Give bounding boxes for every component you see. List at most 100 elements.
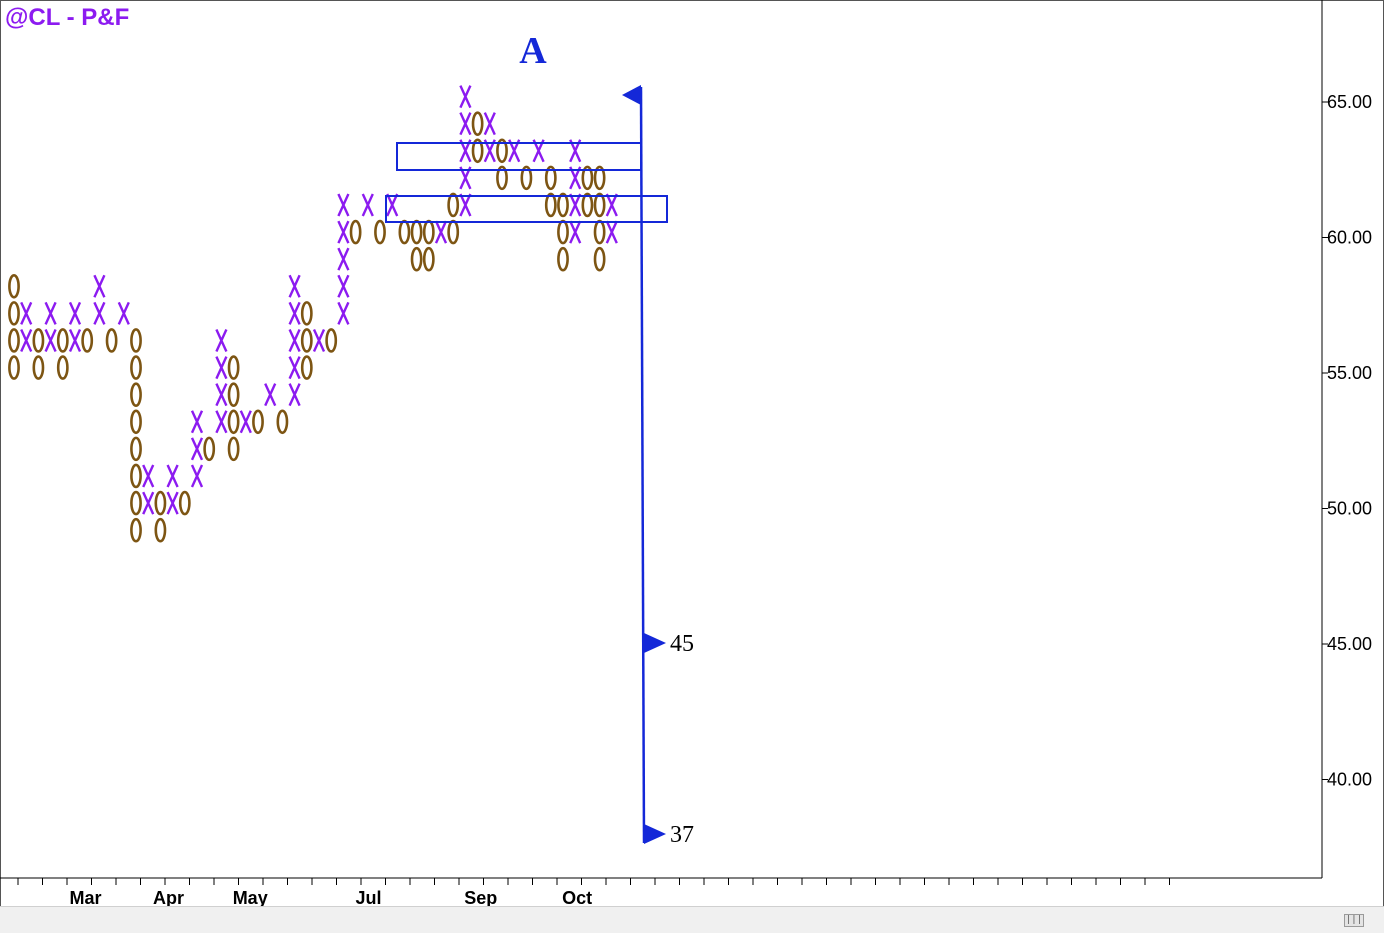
- x-month-label: Oct: [562, 888, 592, 906]
- y-tick-label: 40.00: [1327, 770, 1372, 790]
- target-label: 45: [670, 631, 694, 657]
- pnf-o-box: [496, 165, 508, 191]
- pnf-o-box: [544, 165, 557, 191]
- pnf-o-box: [227, 436, 240, 462]
- pnf-x-box: [215, 410, 228, 434]
- pnf-x-box: [166, 491, 179, 515]
- pnf-o-box: [581, 165, 594, 191]
- x-month-label: May: [233, 888, 268, 906]
- pnf-x-box: [190, 410, 204, 434]
- horizontal-scrollbar[interactable]: |||: [0, 906, 1384, 933]
- pnf-x-box: [288, 274, 301, 298]
- pnf-x-box: [434, 220, 448, 244]
- pnf-o-box: [32, 328, 45, 353]
- pnf-o-box: [410, 246, 423, 272]
- pnf-x-box: [337, 247, 350, 271]
- pnf-x-box: [337, 274, 350, 298]
- pnf-x-box: [264, 383, 277, 407]
- pnf-x-box: [483, 112, 496, 136]
- pnf-x-box: [93, 274, 106, 298]
- pnf-x-box: [68, 301, 82, 325]
- pnf-o-box: [227, 382, 240, 407]
- y-tick-label: 65.00: [1327, 92, 1372, 112]
- pnf-o-box: [520, 165, 533, 191]
- pnf-o-box: [8, 355, 20, 380]
- x-month-label: Mar: [69, 888, 101, 906]
- pnf-o-box: [56, 355, 69, 380]
- pnf-o-box: [130, 409, 142, 435]
- pnf-x-box: [459, 85, 472, 109]
- congestion-box-upper: [396, 142, 642, 171]
- pnf-o-box: [496, 138, 508, 164]
- pnf-o-box: [557, 246, 569, 272]
- annotation-label-a: A: [519, 30, 547, 72]
- pnf-o-box: [300, 301, 313, 326]
- pnf-x-box: [312, 328, 326, 352]
- pnf-o-box: [593, 165, 606, 191]
- target-flag: [644, 633, 666, 653]
- pnf-o-box: [544, 192, 557, 218]
- pnf-x-box: [68, 328, 82, 352]
- x-month-label: Sep: [464, 888, 497, 906]
- pnf-x-box: [361, 193, 374, 217]
- pnf-x-box: [459, 112, 472, 136]
- scroll-thumb[interactable]: |||: [1344, 914, 1364, 927]
- pnf-x-box: [190, 464, 204, 488]
- pnf-o-box: [154, 490, 167, 516]
- pnf-o-box: [374, 219, 386, 245]
- pnf-x-box: [190, 437, 204, 461]
- pnf-o-box: [300, 328, 313, 353]
- pnf-x-box: [288, 356, 301, 380]
- pnf-x-box: [142, 464, 155, 488]
- y-tick-label: 50.00: [1327, 499, 1372, 519]
- x-month-label: Apr: [153, 888, 184, 906]
- chart-title: @CL - P&F: [5, 4, 130, 31]
- y-tick-label: 55.00: [1327, 363, 1372, 383]
- pnf-o-box: [130, 463, 142, 489]
- pnf-o-box: [349, 219, 362, 245]
- pnf-o-box: [81, 328, 94, 353]
- pnf-x-box: [215, 328, 228, 352]
- pnf-o-box: [227, 355, 240, 380]
- pnf-x-box: [44, 301, 57, 325]
- pnf-o-box: [593, 246, 606, 272]
- pnf-chart: 65.00 60.00 55.00 50.00 45.00 40.00 Mar Apr May J…: [0, 0, 1372, 906]
- pnf-x-box: [337, 220, 350, 244]
- pnf-o-box: [32, 355, 45, 380]
- pnf-o-box: [8, 301, 20, 326]
- pnf-o-box: [130, 355, 142, 380]
- pnf-x-box: [20, 328, 33, 352]
- pnf-o-box: [471, 111, 484, 136]
- pnf-o-box: [447, 219, 460, 245]
- pnf-o-box: [422, 219, 435, 245]
- pnf-o-box: [130, 517, 142, 543]
- pnf-o-box: [130, 436, 142, 462]
- pnf-o-box: [581, 192, 594, 218]
- target-flag: [644, 824, 666, 844]
- pnf-o-box: [8, 273, 20, 299]
- pnf-x-box: [459, 193, 472, 217]
- pnf-x-box: [288, 301, 301, 325]
- pnf-x-box: [93, 301, 106, 325]
- pnf-o-box: [325, 328, 338, 353]
- pnf-o-box: [8, 328, 20, 353]
- pnf-o-box: [130, 328, 142, 353]
- pnf-o-box: [422, 246, 435, 272]
- pnf-o-box: [276, 409, 289, 435]
- pnf-o-box: [178, 490, 191, 516]
- pnf-x-box: [386, 193, 399, 217]
- pnf-x-box: [215, 383, 228, 407]
- pnf-x-box: [288, 328, 301, 352]
- pnf-x-box: [569, 220, 582, 244]
- pnf-o-box: [130, 382, 142, 407]
- y-tick-label: 60.00: [1327, 228, 1372, 248]
- pnf-o-box: [557, 192, 569, 218]
- pnf-x-box: [20, 301, 33, 325]
- pnf-x-box: [605, 193, 618, 217]
- target-label: 37: [670, 822, 694, 848]
- pnf-x-box: [44, 328, 57, 352]
- pnf-o-box: [398, 219, 411, 245]
- congestion-box-lower: [385, 195, 668, 223]
- pnf-x-box: [239, 410, 252, 434]
- pnf-o-box: [557, 219, 569, 245]
